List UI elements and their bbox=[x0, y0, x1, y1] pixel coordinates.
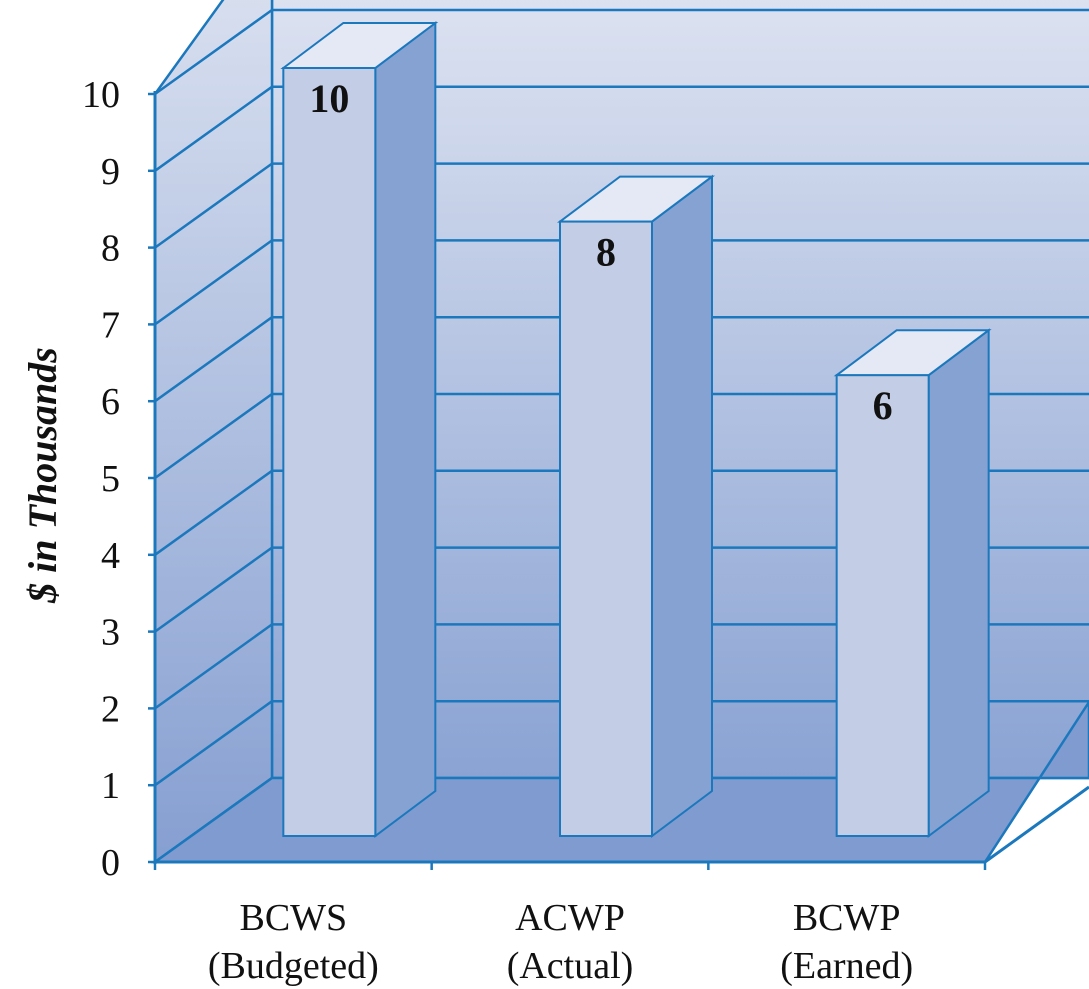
y-tick-label-4: 4 bbox=[101, 535, 120, 577]
gridline-side-2 bbox=[154, 623, 273, 710]
gridline-side-8 bbox=[154, 162, 273, 249]
bar-front-1 bbox=[559, 220, 653, 838]
y-tick-label-5: 5 bbox=[101, 458, 120, 500]
y-tick-label-0: 0 bbox=[101, 842, 120, 884]
category-label-0: BCWS bbox=[239, 897, 347, 939]
gridline-side-10 bbox=[154, 8, 273, 96]
bar-front-0 bbox=[282, 67, 377, 837]
gridline-side-9 bbox=[154, 85, 273, 172]
y-tick-label-2: 2 bbox=[101, 688, 120, 730]
y-tick-label-3: 3 bbox=[101, 612, 120, 654]
y-tick-label-8: 8 bbox=[101, 228, 120, 270]
axes: BCWS (Budgeted) ACWP (Actual) BCWP (Earned) 0 1… bbox=[82, 74, 987, 987]
y-tick-label-10: 10 bbox=[82, 74, 120, 116]
bar-side-1 bbox=[651, 174, 713, 838]
gridline-side-5 bbox=[154, 392, 273, 480]
bar-0: 10 bbox=[280, 21, 439, 838]
data-label-2: 6 bbox=[873, 383, 893, 428]
gridline-side-6 bbox=[154, 316, 273, 403]
gridline-side-7 bbox=[154, 239, 273, 326]
data-label-0: 10 bbox=[309, 76, 349, 121]
category-label-2: BCWP bbox=[793, 897, 901, 939]
data-label-1: 8 bbox=[596, 230, 616, 275]
y-tick-label-6: 6 bbox=[101, 381, 120, 423]
y-axis-title: $ in Thousands bbox=[20, 347, 65, 604]
bar-side-0 bbox=[374, 21, 437, 838]
bar-side-2 bbox=[927, 328, 990, 838]
floor-edge bbox=[984, 785, 1089, 864]
y-tick-label-1: 1 bbox=[101, 765, 120, 807]
bar-front-2 bbox=[835, 374, 930, 837]
gridline-side-3 bbox=[154, 546, 273, 633]
category-sublabel-1: (Actual) bbox=[507, 945, 634, 987]
y-tick-label-7: 7 bbox=[101, 304, 120, 346]
bar-1: 8 bbox=[557, 174, 715, 838]
bar-2: 6 bbox=[833, 328, 992, 838]
y-tick-label-9: 9 bbox=[101, 151, 120, 193]
category-sublabel-0: (Budgeted) bbox=[208, 945, 379, 987]
category-sublabel-2: (Earned) bbox=[780, 945, 913, 987]
gridline-side-1 bbox=[154, 700, 273, 787]
bars: 10 8 6 bbox=[280, 21, 992, 838]
gridline-side-4 bbox=[154, 469, 273, 556]
category-label-1: ACWP bbox=[515, 897, 625, 939]
